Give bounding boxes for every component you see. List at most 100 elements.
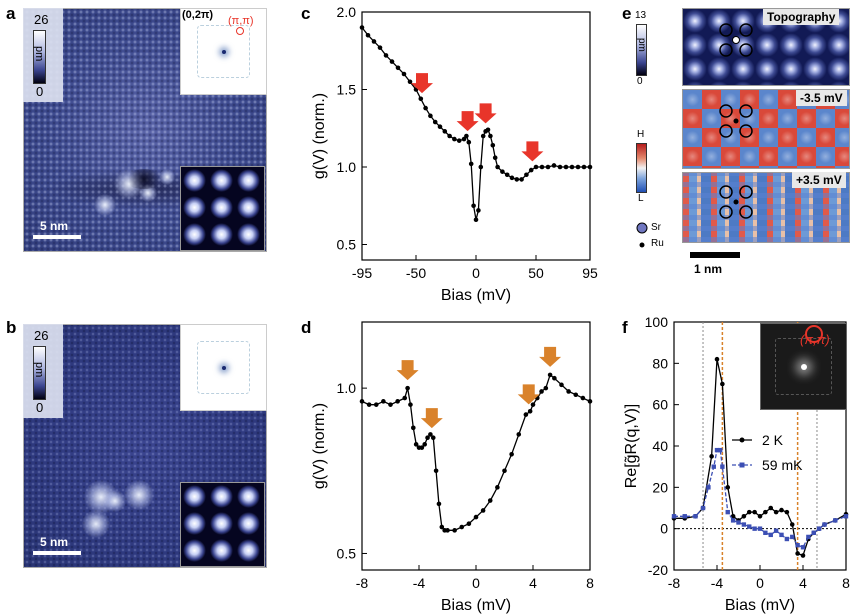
series-59mk-point	[720, 464, 725, 469]
x-tick-label: 4	[529, 575, 537, 591]
cbar-min-a: 0	[36, 84, 44, 99]
series-59mk-point	[693, 514, 698, 519]
series-c-point	[478, 164, 484, 170]
series-59mk-point	[763, 530, 768, 535]
series-2k-point	[709, 454, 714, 459]
series-d-line	[361, 373, 591, 531]
series-c-point	[492, 155, 498, 160]
x-axis-label: Bias (mV)	[441, 287, 511, 304]
hl-colorbar	[636, 143, 647, 193]
arrow-icon	[396, 360, 419, 381]
series-d-point	[381, 399, 386, 404]
series-c-point	[407, 79, 413, 85]
legend-label-2k: 2 K	[762, 432, 784, 448]
series-59mk-point	[706, 485, 711, 490]
series-d-point	[587, 399, 593, 404]
cbar-min-e: 0	[637, 76, 643, 87]
y-tick-label: 0.5	[337, 545, 357, 561]
series-c-point	[437, 124, 443, 129]
x-tick-label: 0	[472, 265, 480, 281]
y-axis-label: Re[g̃R(q,V)]	[623, 404, 640, 488]
series-d-point	[425, 435, 430, 441]
arrow-icon	[521, 141, 544, 162]
legend-sr-label: Sr	[651, 222, 661, 233]
cbar-max-e: 13	[635, 10, 647, 21]
inset-circle-icon	[805, 325, 823, 343]
series-c-point	[464, 133, 469, 139]
x-tick-label: 8	[586, 575, 594, 591]
arrow-icon	[456, 111, 479, 132]
arrow-icon	[474, 103, 497, 124]
x-tick-label: -95	[352, 265, 372, 281]
series-c-point	[509, 175, 515, 181]
series-d-point	[413, 442, 419, 447]
x-tick-label: 50	[528, 265, 544, 281]
series-c-point	[432, 119, 438, 125]
y-tick-label: 20	[652, 479, 668, 495]
series-59mk-point	[700, 505, 706, 511]
series-2k-point	[730, 513, 736, 519]
series-59mk-point	[752, 526, 757, 531]
cbar-min-b: 0	[36, 400, 44, 415]
series-2k-point	[757, 513, 763, 519]
series-d-point	[495, 485, 500, 490]
series-d-point	[366, 402, 372, 407]
series-c-point	[533, 164, 539, 170]
series-2k-point	[800, 553, 806, 558]
series-59mk-point	[741, 522, 747, 527]
series-c-point	[371, 39, 377, 44]
series-59mk-point	[718, 447, 723, 453]
y-tick-label: 2.0	[337, 4, 357, 20]
y-tick-label: 0	[660, 521, 668, 537]
fft-circle-icon	[236, 27, 244, 35]
series-c-point	[423, 105, 428, 111]
series-2k-point	[763, 509, 768, 515]
series-2k-point	[720, 381, 725, 387]
series-c-point	[468, 161, 474, 167]
scale-bar-b	[33, 551, 81, 555]
lattice-overlay	[719, 23, 753, 219]
panel-label-d: d	[301, 318, 312, 337]
y-axis-label: g(V) (norm.)	[311, 93, 328, 179]
series-d-point	[543, 385, 549, 391]
series-d-point	[527, 408, 533, 414]
arrow-icon	[411, 73, 433, 94]
series-d-point	[445, 528, 450, 533]
series-d-point	[452, 528, 457, 533]
series-c-point	[473, 217, 479, 222]
series-c-point	[452, 136, 457, 142]
series-d-point	[373, 402, 379, 407]
x-tick-label: -8	[356, 575, 369, 591]
panel-label-a: a	[6, 4, 16, 23]
series-2k-line	[674, 359, 847, 557]
series-59mk-point	[671, 514, 677, 519]
cbar-unit-a: pm	[33, 46, 45, 62]
series-59mk-point	[711, 464, 716, 469]
series-59mk-point	[779, 532, 784, 538]
inset-label-pi-pi: (π,π)	[800, 332, 830, 347]
y-tick-label: 60	[652, 397, 668, 413]
y-tick-label: -20	[648, 562, 668, 578]
panel-label-e: e	[622, 4, 632, 23]
series-d-point	[466, 521, 472, 527]
plot-frame	[361, 11, 591, 261]
scale-bar-a	[33, 235, 81, 239]
series-d-point	[419, 445, 425, 450]
hl-high-label: H	[637, 129, 645, 140]
series-c-point	[587, 164, 593, 170]
series-59mk-point	[736, 520, 741, 525]
legend-icons	[636, 222, 648, 248]
series-2k-point	[779, 507, 784, 513]
series-59mk-point	[795, 543, 800, 548]
x-tick-label: 0	[472, 575, 480, 591]
series-d-point	[509, 451, 514, 457]
series-d-point	[405, 385, 410, 391]
series-c-point	[428, 113, 433, 119]
series-2k-point	[784, 509, 790, 515]
series-c-point	[563, 164, 569, 170]
series-59mk-point	[806, 534, 811, 540]
legend-label-59mk: 59 mK	[762, 457, 803, 473]
zoom-inset-b	[180, 482, 265, 567]
series-59mk-line	[674, 449, 847, 549]
x-tick-label: -4	[413, 575, 426, 591]
